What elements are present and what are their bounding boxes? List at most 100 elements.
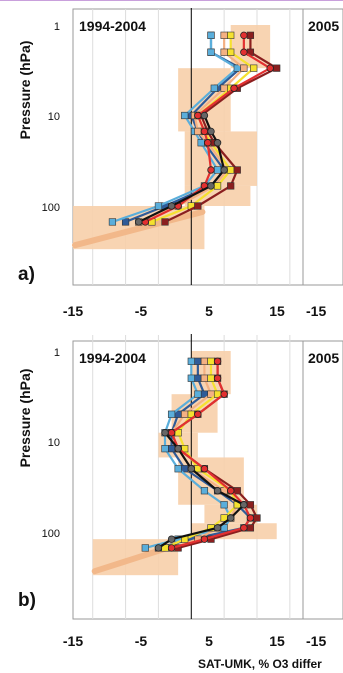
band-diagonal [72, 209, 206, 249]
data-point [174, 465, 182, 473]
data-point [121, 218, 130, 226]
data-point [194, 357, 202, 365]
data-point [200, 357, 209, 365]
series-group [141, 357, 261, 552]
data-point [204, 139, 212, 147]
y-tick-label: 10 [48, 111, 60, 123]
data-point [227, 166, 235, 174]
y-tick-label: 1 [54, 347, 60, 359]
data-point [227, 48, 235, 56]
data-point [266, 64, 274, 72]
x-tick-label: 5 [205, 303, 213, 319]
y-tick-label: 100 [42, 528, 60, 540]
data-point [167, 535, 176, 543]
data-point [161, 429, 169, 437]
band-segment [204, 504, 257, 524]
period-label: 1994-2004 [79, 350, 146, 366]
y-tick-label: 100 [42, 202, 60, 214]
data-point [210, 84, 218, 92]
x-tick-label: -5 [135, 633, 148, 649]
data-point [194, 111, 202, 120]
data-point [240, 501, 248, 509]
panel-b: 1994-2004 2005 b) 1 10 100 Pressure (hPa… [17, 334, 343, 649]
x-tick-label: 15 [269, 303, 285, 319]
data-point [273, 64, 281, 72]
x-tick-label: 5 [205, 633, 213, 649]
next-panel-frame [302, 8, 343, 286]
data-point [227, 31, 235, 39]
data-point [240, 64, 248, 72]
data-point [207, 357, 215, 365]
data-point [253, 514, 261, 522]
data-point [207, 48, 215, 56]
data-point [167, 410, 176, 418]
data-point [213, 524, 222, 532]
data-point [250, 64, 258, 72]
data-point [187, 374, 195, 382]
period-label: 1994-2004 [79, 18, 146, 34]
data-point [227, 487, 235, 495]
data-point [187, 357, 195, 365]
x-tick-label: 15 [269, 633, 285, 649]
x-tick-label: -15 [63, 303, 83, 319]
data-point [200, 374, 209, 382]
data-point [246, 524, 255, 532]
data-point [227, 514, 235, 522]
y-axis-label: Pressure (hPa) [17, 41, 33, 140]
data-point [167, 544, 176, 552]
series-group [108, 31, 281, 226]
y-tick-label: 10 [48, 437, 60, 449]
data-point [174, 444, 182, 453]
data-point [197, 139, 205, 147]
data-point [233, 487, 241, 495]
next-panel-x-tick-label: -15 [306, 303, 326, 319]
data-point [220, 501, 228, 509]
y-tick-label: 1 [54, 21, 60, 33]
data-point [240, 31, 248, 40]
next-period-label: 2005 [308, 18, 339, 34]
data-point [207, 166, 215, 174]
data-point [181, 410, 189, 418]
data-point [233, 166, 241, 174]
data-point [194, 202, 202, 210]
next-period-label: 2005 [308, 350, 339, 366]
panel-label: b) [18, 590, 36, 611]
data-point [240, 48, 248, 56]
data-point [181, 111, 189, 120]
data-point [200, 465, 209, 473]
data-point [187, 465, 195, 473]
data-point [200, 111, 209, 120]
data-point [207, 127, 215, 136]
data-point [220, 48, 228, 56]
x-tick-label: -15 [63, 633, 83, 649]
data-point [213, 166, 222, 174]
data-point [141, 544, 149, 552]
panel-label: a) [18, 264, 35, 285]
data-point [194, 410, 202, 418]
x-tick-label: -5 [135, 303, 148, 319]
data-point [135, 218, 143, 226]
data-point [194, 127, 202, 136]
data-point [194, 374, 202, 382]
data-point [194, 390, 202, 398]
data-point [200, 127, 209, 136]
data-point [246, 514, 255, 522]
data-point [220, 166, 228, 174]
data-point [200, 535, 209, 543]
data-point [167, 202, 176, 210]
data-point [167, 445, 176, 453]
data-point [154, 544, 163, 552]
data-point [230, 84, 238, 92]
data-point [213, 374, 222, 382]
data-point [246, 31, 255, 39]
data-point [240, 524, 248, 532]
data-point [167, 429, 176, 437]
data-point [220, 31, 228, 39]
data-point [207, 182, 215, 190]
x-axis-label: SAT-UMK, % O3 differ [198, 657, 322, 671]
data-point [227, 182, 235, 190]
next-panel-frame [302, 340, 343, 620]
next-panel-x-tick-label: -15 [306, 633, 326, 649]
panel-a: 1994-2004 2005 a) 1 10 100 Pressure (hPa… [17, 8, 343, 319]
